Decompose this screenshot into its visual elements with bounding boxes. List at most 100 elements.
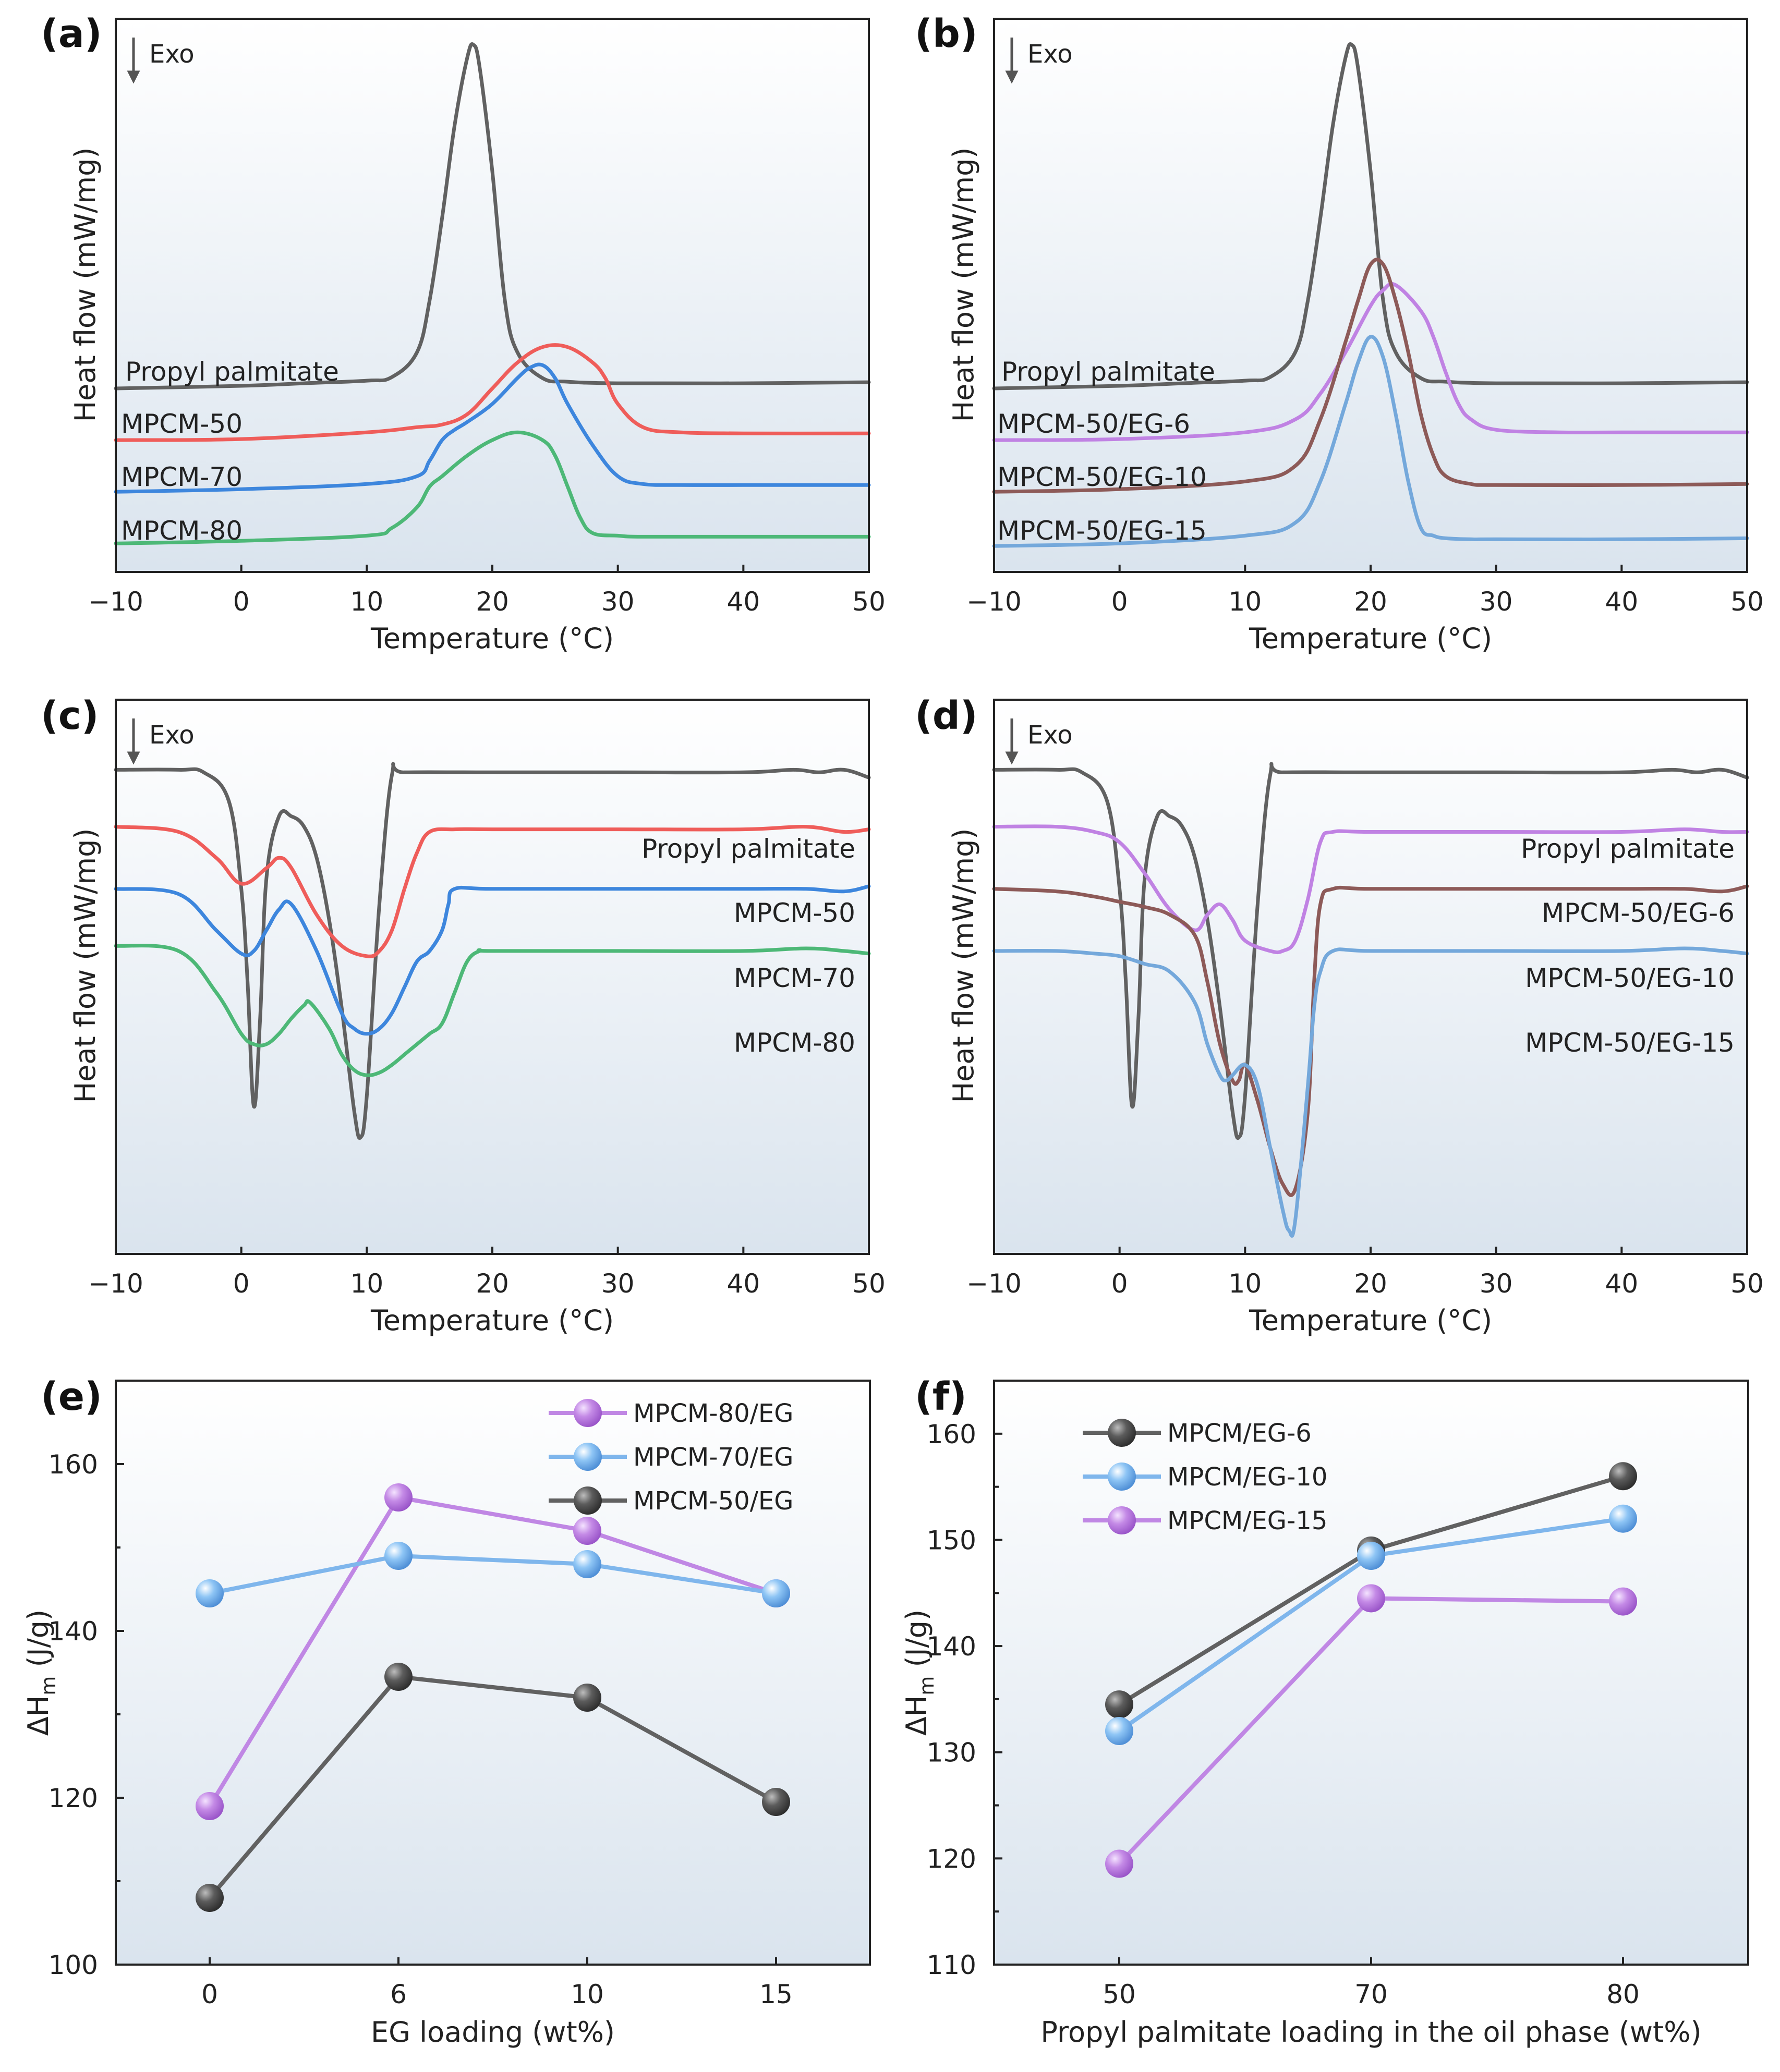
data-point — [1105, 1690, 1133, 1719]
x-tick-label: 10 — [1229, 1269, 1262, 1299]
x-tick-label: 20 — [476, 1269, 509, 1299]
series-label: MPCM-70 — [734, 963, 855, 993]
x-tick-label: 10 — [571, 1979, 604, 2009]
y-axis-label-sub: m — [915, 1676, 938, 1696]
series-line — [114, 42, 871, 391]
panel-letter: (b) — [915, 11, 978, 56]
x-tick-label: 0 — [233, 1269, 250, 1299]
y-tick-label: 110 — [927, 1950, 976, 1980]
series-line — [114, 762, 871, 1140]
exo-label: Exo — [149, 721, 195, 750]
x-tick-label: 6 — [390, 1979, 407, 2009]
x-tick-label: 30 — [1480, 1269, 1513, 1299]
data-point — [1105, 1717, 1133, 1745]
plot-background — [116, 700, 869, 1254]
legend-item: MPCM/EG-10 — [1083, 1462, 1327, 1492]
series-label: MPCM-50 — [121, 409, 243, 439]
series-line — [992, 946, 1749, 1238]
x-tick-label: −10 — [966, 1269, 1022, 1299]
x-axis-label: EG loading (wt%) — [371, 2016, 615, 2049]
data-point — [1609, 1504, 1637, 1533]
x-tick-label: 0 — [1111, 1269, 1128, 1299]
series-label: Propyl palmitate — [1521, 834, 1735, 864]
chart-panel-1: (a) −10 0 10 20 30 40 50 Temperature (°C) Heat fl… — [41, 11, 886, 655]
series-label: MPCM-50 — [734, 898, 855, 928]
x-tick-label: 20 — [476, 587, 509, 617]
plot-background — [994, 1381, 1748, 1965]
series-label: MPCM-70 — [121, 462, 243, 492]
x-tick-label: 50 — [1730, 587, 1764, 617]
series-line — [992, 282, 1749, 442]
plot-background — [994, 19, 1747, 572]
data-point — [573, 1684, 601, 1712]
x-tick-label: 0 — [233, 587, 250, 617]
series-label: MPCM-50/EG-6 — [1542, 898, 1735, 928]
x-tick-label: 15 — [759, 1979, 793, 2009]
x-tick-label: 0 — [1111, 587, 1128, 617]
series-line — [114, 884, 871, 1036]
series-line — [992, 824, 1749, 955]
series-label: MPCM-50/EG-10 — [1525, 963, 1735, 993]
x-tick-label: 50 — [852, 1269, 886, 1299]
y-tick-label: 120 — [49, 1783, 98, 1813]
series-line — [992, 762, 1749, 1140]
legend-marker — [574, 1443, 602, 1471]
series-line — [114, 430, 871, 545]
series-label: MPCM-80 — [121, 516, 243, 546]
y-tick-label: 160 — [927, 1419, 976, 1449]
data-point — [1609, 1462, 1637, 1491]
y-axis-label: Heat flow (mW/mg) — [69, 828, 102, 1103]
panel-letter: (e) — [41, 1374, 102, 1419]
y-axis-label: Heat flow (mW/mg) — [69, 148, 102, 422]
x-tick-label: 80 — [1606, 1979, 1640, 2009]
plot-frame — [993, 1380, 1749, 1966]
x-tick-label: −10 — [88, 1269, 143, 1299]
chart-panel-2: (b) −10 0 10 20 30 40 50 Temperature (°C) Heat fl… — [915, 11, 1764, 655]
y-tick-label: 150 — [927, 1525, 976, 1555]
legend-item: MPCM-50/EG — [549, 1486, 793, 1516]
x-tick-label: 50 — [852, 587, 886, 617]
series-line — [114, 944, 871, 1077]
series-label: MPCM-50/EG-10 — [997, 462, 1207, 492]
plot-frame — [115, 1380, 871, 1966]
chart-panel-4: (d) −10 0 10 20 30 40 50 Temperature (°C) Heat fl… — [915, 693, 1764, 1337]
legend-label: MPCM/EG-6 — [1167, 1419, 1312, 1448]
x-axis-label: Temperature (°C) — [370, 622, 614, 655]
series-label: MPCM-50/EG-6 — [997, 409, 1190, 439]
legend-item: MPCM/EG-15 — [1083, 1506, 1327, 1535]
series-line — [114, 362, 871, 494]
series-line — [114, 824, 871, 958]
data-point — [196, 1792, 224, 1820]
x-tick-label: 0 — [201, 1979, 218, 2009]
plot-background — [116, 19, 869, 572]
data-point — [573, 1550, 601, 1578]
legend-item: MPCM-70/EG — [549, 1443, 793, 1472]
x-tick-label: 40 — [1605, 1269, 1639, 1299]
x-axis-label: Propyl palmitate loading in the oil phas… — [1040, 2016, 1701, 2049]
plot-content: (a) −10 0 10 20 30 40 50 Temperature (°C) Heat fl… — [22, 11, 1764, 2049]
data-point — [573, 1517, 601, 1545]
x-tick-label: 40 — [1605, 587, 1639, 617]
plot-background — [994, 700, 1747, 1254]
data-point — [762, 1579, 790, 1607]
data-point — [384, 1663, 413, 1691]
legend-label: MPCM/EG-10 — [1167, 1462, 1327, 1492]
x-tick-label: −10 — [966, 587, 1022, 617]
legend-item: MPCM/EG-6 — [1083, 1419, 1312, 1448]
exo-label: Exo — [149, 40, 195, 69]
exo-label: Exo — [1027, 721, 1073, 750]
data-point — [1609, 1587, 1637, 1616]
y-tick-label: 140 — [49, 1616, 98, 1647]
legend-marker — [1108, 1419, 1136, 1447]
series-label: MPCM-50/EG-15 — [1525, 1028, 1735, 1058]
series-line — [992, 42, 1749, 391]
series-label: Propyl palmitate — [641, 834, 855, 864]
y-axis-label-group: ΔHm (J/g) — [22, 1610, 60, 1736]
x-tick-label: 10 — [350, 1269, 384, 1299]
x-tick-label: 50 — [1103, 1979, 1136, 2009]
series-label: MPCM-50/EG-15 — [997, 516, 1207, 546]
plot-frame — [993, 699, 1748, 1255]
x-tick-label: 70 — [1354, 1979, 1388, 2009]
